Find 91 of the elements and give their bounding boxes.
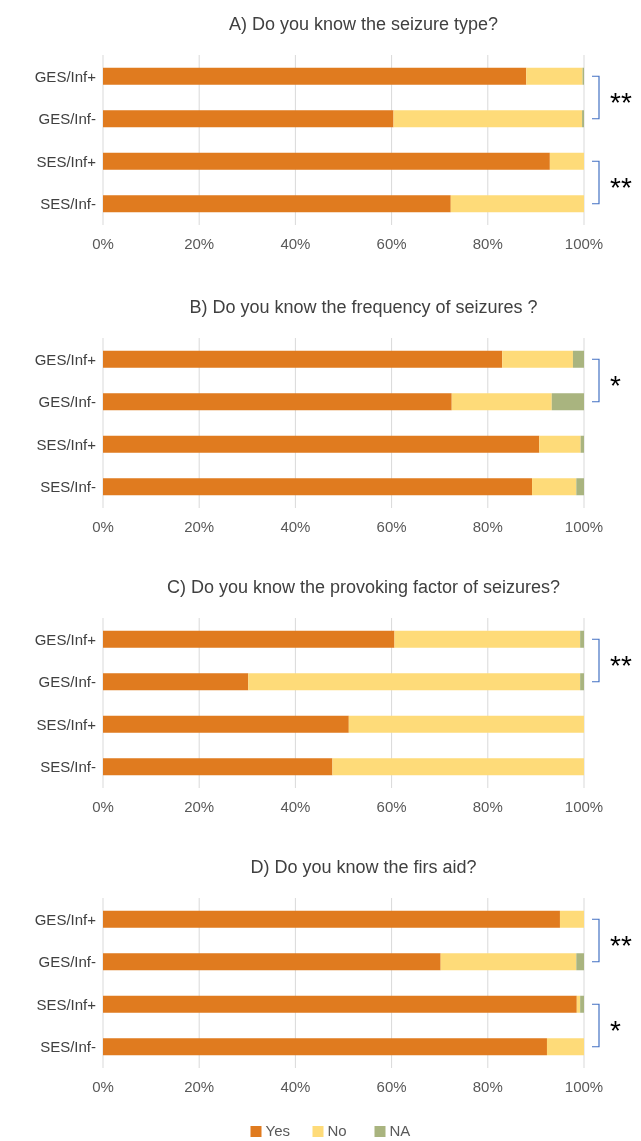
chart-title: B) Do you know the frequency of seizures ?	[189, 297, 538, 317]
legend-label: Yes	[265, 1122, 290, 1139]
bar	[103, 195, 451, 213]
x-tick-label: 40%	[280, 1078, 311, 1095]
bar	[103, 910, 560, 928]
bar	[546, 1038, 584, 1056]
x-tick-label: 60%	[376, 518, 407, 535]
x-tick-label: 20%	[184, 518, 215, 535]
bar	[332, 758, 584, 776]
bar	[502, 350, 573, 368]
x-tick-label: 100%	[564, 235, 604, 252]
y-tick-label: SES/Inf-	[40, 1038, 96, 1055]
x-tick-label: 20%	[184, 798, 215, 815]
x-tick-label: 60%	[376, 235, 407, 252]
x-tick-label: 0%	[92, 518, 114, 535]
bar	[580, 630, 584, 648]
bar	[103, 110, 394, 128]
chart-title: C) Do you know the provoking factor of seizures?	[166, 577, 561, 597]
y-tick-label: SES/Inf+	[36, 435, 97, 453]
bar	[103, 715, 349, 733]
y-tick-label: GES/Inf+	[34, 910, 97, 928]
bar	[103, 673, 249, 691]
x-tick-label: 40%	[280, 798, 311, 815]
x-tick-label: 100%	[564, 1078, 604, 1095]
legend-label: No	[327, 1122, 347, 1139]
y-tick-label: SES/Inf-	[40, 758, 96, 775]
text: *	[610, 1014, 621, 1046]
x-tick-label: 80%	[472, 798, 503, 815]
x-tick-label: 100%	[564, 518, 604, 535]
y-tick-label: GES/Inf-	[38, 673, 96, 690]
bar	[103, 478, 533, 496]
chart-title: D) Do you know the firs aid?	[250, 857, 477, 877]
x-tick-label: 60%	[376, 1078, 407, 1095]
bar	[572, 350, 584, 368]
x-tick-label: 20%	[184, 1078, 215, 1095]
x-tick-label: 40%	[280, 518, 311, 535]
bar	[440, 953, 577, 971]
x-tick-label: 80%	[472, 518, 503, 535]
y-tick-label: GES/Inf+	[34, 350, 97, 368]
x-tick-label: 100%	[564, 798, 604, 815]
y-tick-label: GES/Inf-	[38, 953, 96, 970]
x-tick-label: 40%	[280, 235, 311, 252]
bar	[576, 953, 584, 971]
bar	[103, 67, 527, 85]
x-tick-label: 60%	[376, 798, 407, 815]
x-tick-label: 80%	[472, 1078, 503, 1095]
bar	[526, 67, 583, 85]
bar	[539, 435, 581, 453]
bar	[532, 478, 577, 496]
x-tick-label: 80%	[472, 235, 503, 252]
text: **	[610, 929, 632, 961]
bar	[103, 152, 550, 170]
bar	[580, 673, 584, 691]
x-tick-label: 20%	[184, 235, 215, 252]
bar	[103, 393, 452, 411]
x-tick-label: 0%	[92, 798, 114, 815]
bar	[248, 673, 581, 691]
y-tick-label: GES/Inf-	[38, 110, 96, 127]
chart-title: A) Do you know the seizure type?	[228, 14, 499, 34]
y-tick-label: GES/Inf+	[34, 67, 97, 85]
bar	[549, 152, 584, 170]
bar	[576, 478, 584, 496]
y-tick-label: SES/Inf-	[40, 478, 96, 495]
text: **	[610, 86, 632, 118]
y-tick-label: GES/Inf+	[34, 630, 97, 648]
text: **	[610, 171, 632, 203]
bar	[103, 435, 540, 453]
bar	[103, 758, 333, 776]
bar	[451, 393, 552, 411]
bar	[103, 630, 395, 648]
bar	[103, 953, 441, 971]
bar	[551, 393, 584, 411]
bar	[559, 910, 584, 928]
y-tick-label: SES/Inf-	[40, 195, 96, 212]
text: **	[610, 649, 632, 681]
x-tick-label: 0%	[92, 1078, 114, 1095]
bar	[450, 195, 584, 213]
bar	[103, 995, 577, 1013]
bar	[348, 715, 584, 733]
bar	[103, 350, 503, 368]
bar	[394, 630, 581, 648]
legend-label: NA	[389, 1122, 411, 1139]
y-tick-label: GES/Inf-	[38, 393, 96, 410]
x-tick-label: 0%	[92, 235, 114, 252]
bar	[580, 995, 584, 1013]
text: *	[610, 369, 621, 401]
y-tick-label: SES/Inf+	[36, 995, 97, 1013]
y-tick-label: SES/Inf+	[36, 152, 97, 170]
bar	[393, 110, 583, 128]
bar	[103, 1038, 547, 1056]
y-tick-label: SES/Inf+	[36, 715, 97, 733]
